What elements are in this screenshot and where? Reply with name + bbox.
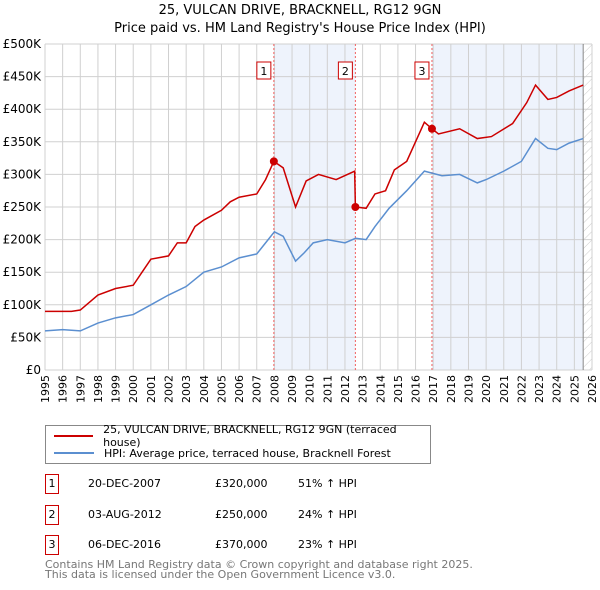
- sale-label-box: [414, 61, 430, 80]
- x-tick-label: 2016: [410, 375, 423, 403]
- legend-item-property: 25, VULCAN DRIVE, BRACKNELL, RG12 9GN (t…: [54, 423, 430, 449]
- transaction-hpi: 51% ↑ HPI: [298, 477, 357, 490]
- x-tick-label: 2002: [163, 375, 176, 403]
- legend-label: 25, VULCAN DRIVE, BRACKNELL, RG12 9GN (t…: [103, 423, 397, 449]
- footer-line-1: Contains HM Land Registry data © Crown c…: [45, 558, 473, 571]
- x-tick-label: 2009: [286, 375, 299, 403]
- sale-label: 2: [342, 65, 349, 78]
- sale-point: [351, 203, 360, 211]
- transaction-price: £370,000: [215, 538, 268, 551]
- x-tick-label: 2012: [339, 375, 352, 403]
- x-tick-label: 2020: [480, 375, 493, 403]
- x-tick-label: 2006: [233, 375, 246, 403]
- transaction-hpi: 24% ↑ HPI: [298, 507, 357, 521]
- sale-point: [269, 157, 278, 166]
- x-tick-label: 1997: [74, 375, 87, 403]
- sale-label: 1: [260, 65, 267, 78]
- x-tick-label: 2001: [145, 375, 158, 403]
- y-tick-label: £300K: [3, 167, 43, 181]
- hpi-line: [44, 137, 584, 332]
- x-tick-label: 2004: [198, 375, 211, 403]
- x-tick-label: 2013: [357, 375, 370, 403]
- transaction-price: £320,000: [215, 477, 268, 490]
- property-line: [45, 83, 584, 313]
- x-tick-label: 2018: [445, 375, 458, 403]
- y-tick-label: £250K: [3, 200, 43, 214]
- sale-point: [427, 124, 436, 133]
- y-tick-label: £200K: [3, 233, 43, 247]
- transaction-date: 03-AUG-2012: [88, 507, 162, 521]
- transaction-marker: 3: [45, 535, 59, 555]
- x-tick-label: 2017: [427, 375, 440, 403]
- y-tick-label: £50K: [10, 330, 42, 344]
- legend-item-hpi: HPI: Average price, terraced house, Brac…: [54, 445, 391, 461]
- y-tick-label: £0: [26, 363, 41, 377]
- transaction-hpi: 23% ↑ HPI: [298, 538, 357, 551]
- x-tick-label: 2022: [515, 375, 528, 403]
- y-tick-label: £150K: [3, 265, 43, 279]
- x-tick-label: 2008: [268, 375, 281, 403]
- x-tick-label: 1998: [92, 375, 105, 403]
- x-tick-label: 2015: [392, 375, 405, 403]
- price-chart: 1995 1996 1997 1998 1999 2000 2001 2002 2003 2004…: [3, 37, 599, 403]
- transaction-marker: 1: [45, 474, 59, 494]
- sale-label-box: [256, 61, 272, 80]
- x-tick-label: 1996: [57, 375, 70, 403]
- x-tick-label: 2025: [568, 375, 581, 403]
- x-tick-label: 2024: [551, 375, 564, 403]
- legend: 25, VULCAN DRIVE, BRACKNELL, RG12 9GN (t…: [45, 423, 431, 464]
- y-tick-label: £350K: [3, 135, 43, 149]
- x-tick-label: 2026: [586, 375, 599, 403]
- x-tick-label: 2021: [498, 375, 511, 403]
- chart-title: 25, VULCAN DRIVE, BRACKNELL, RG12 9GN: [158, 3, 442, 18]
- x-tick-label: 2023: [533, 375, 546, 403]
- y-tick-label: £400K: [3, 102, 43, 116]
- footer-line-2: This data is licensed under the Open Gov…: [45, 568, 396, 581]
- y-tick-label: £450K: [3, 70, 43, 84]
- x-tick-label: 2007: [251, 375, 264, 403]
- transaction-price: £250,000: [215, 507, 268, 521]
- y-tick-label: £500K: [3, 37, 43, 51]
- y-tick-label: £100K: [3, 298, 43, 312]
- legend-label: HPI: Average price, terraced house, Brac…: [104, 446, 391, 460]
- transaction-row: 2 03-AUG-2012 £250,000 24% ↑ HPI: [45, 504, 545, 525]
- sale-label: 3: [418, 65, 425, 78]
- x-tick-label: 2019: [462, 375, 475, 403]
- transaction-date: 06-DEC-2016: [88, 538, 162, 551]
- x-tick-label: 1999: [110, 375, 123, 403]
- transaction-date: 20-DEC-2007: [88, 477, 162, 490]
- chart-subtitle: Price paid vs. HM Land Registry's House …: [114, 21, 486, 36]
- x-tick-label: 2005: [215, 375, 228, 403]
- x-tick-label: 2011: [321, 375, 334, 403]
- transaction-marker: 2: [45, 504, 59, 525]
- transaction-row: 3 06-DEC-2016 £370,000 23% ↑ HPI: [45, 535, 545, 555]
- transaction-row: 1 20-DEC-2007 £320,000 51% ↑ HPI: [45, 474, 545, 494]
- x-tick-label: 1995: [39, 375, 52, 403]
- x-tick-label: 2000: [127, 375, 140, 403]
- x-tick-label: 2003: [180, 375, 193, 403]
- x-tick-label: 2014: [374, 375, 387, 403]
- sale-label-box: [337, 61, 353, 80]
- x-tick-label: 2010: [304, 375, 317, 403]
